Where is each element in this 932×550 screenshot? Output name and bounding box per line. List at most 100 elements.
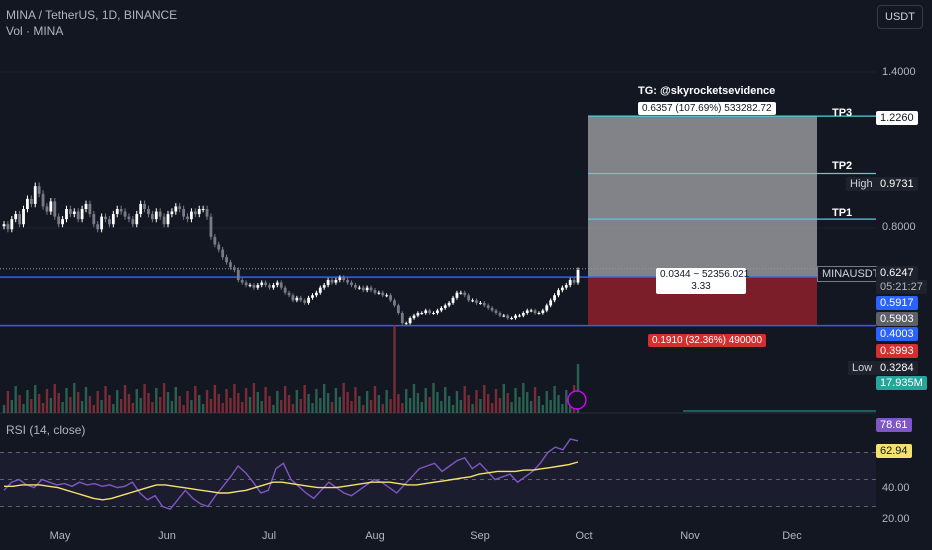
candle bbox=[45, 206, 49, 212]
volume-bar bbox=[272, 405, 275, 413]
candle bbox=[26, 198, 29, 209]
candle bbox=[330, 280, 334, 283]
tp2-label: TP2 bbox=[832, 160, 853, 172]
volume-bar bbox=[311, 403, 314, 413]
volume-bar bbox=[198, 395, 201, 413]
candle bbox=[264, 282, 268, 286]
volume-bar bbox=[467, 395, 470, 413]
candle bbox=[135, 214, 139, 225]
volume-bar bbox=[18, 395, 21, 413]
candles bbox=[2, 182, 587, 410]
candle bbox=[451, 297, 455, 303]
currency-button[interactable]: USDT bbox=[877, 5, 923, 29]
candle bbox=[463, 292, 467, 296]
candle bbox=[467, 295, 471, 301]
candle bbox=[447, 302, 451, 306]
candle bbox=[416, 313, 420, 316]
candle bbox=[486, 305, 490, 308]
volume-bar bbox=[537, 396, 541, 413]
volume-bar bbox=[135, 389, 138, 413]
volume-bar bbox=[217, 394, 220, 413]
time-label: Nov bbox=[680, 530, 700, 542]
candle bbox=[252, 285, 256, 288]
volume-bar bbox=[37, 394, 41, 413]
candle bbox=[459, 292, 463, 294]
volume-tag: 17.935M bbox=[876, 376, 927, 390]
target-zone bbox=[588, 116, 817, 278]
time-label: Dec bbox=[782, 530, 802, 542]
volume-bar bbox=[330, 402, 334, 413]
volume-bar bbox=[57, 393, 60, 413]
candle bbox=[84, 203, 88, 209]
candle bbox=[14, 214, 18, 220]
chart-title: MINA / TetherUS, 1D, BINANCE bbox=[6, 8, 178, 22]
candle bbox=[225, 257, 228, 263]
volume-bar bbox=[498, 398, 502, 413]
candle bbox=[377, 292, 381, 294]
candle bbox=[521, 313, 525, 316]
volume-bar bbox=[404, 389, 408, 413]
candle bbox=[143, 203, 146, 209]
time-label: Aug bbox=[365, 530, 385, 542]
candle bbox=[361, 287, 365, 291]
volume-bar bbox=[510, 402, 513, 413]
candle bbox=[326, 280, 330, 286]
volume-bar bbox=[565, 390, 568, 413]
candle bbox=[100, 216, 104, 230]
candle bbox=[65, 208, 68, 220]
candle bbox=[119, 208, 123, 212]
candle bbox=[166, 214, 170, 225]
volume-bar bbox=[244, 388, 248, 413]
volume-bar bbox=[237, 393, 240, 413]
rsi-value-tag: 78.61 bbox=[876, 418, 912, 432]
flash-icon bbox=[567, 390, 587, 410]
candle bbox=[139, 203, 143, 215]
volume-bar bbox=[41, 403, 45, 413]
volume-bar bbox=[377, 395, 381, 413]
volume-bar bbox=[233, 384, 236, 413]
candle bbox=[287, 292, 291, 296]
volume-bar bbox=[256, 392, 260, 413]
volume-bar bbox=[416, 393, 420, 413]
candle bbox=[256, 285, 260, 288]
gray-price-tag: 0.5903 bbox=[876, 312, 918, 326]
candle bbox=[576, 269, 580, 283]
candle bbox=[80, 208, 84, 220]
center-line2: 3.33 bbox=[691, 281, 711, 292]
center-line1: 0.0344 ~ 52356.021 bbox=[660, 269, 750, 280]
volume-bar bbox=[447, 396, 451, 413]
candle bbox=[150, 214, 154, 220]
volume-bar bbox=[428, 397, 431, 413]
volume-bar bbox=[10, 400, 14, 413]
volume-bar bbox=[373, 386, 377, 413]
volume-label: Vol · MINA bbox=[6, 24, 64, 38]
candle bbox=[61, 219, 64, 225]
candle bbox=[108, 219, 111, 225]
target-box: 0.6357 (107.69%) 533282.72 bbox=[638, 102, 776, 115]
volume-bar bbox=[53, 384, 56, 413]
volume-bar bbox=[287, 395, 291, 413]
volume-bar bbox=[2, 405, 6, 413]
candle bbox=[541, 310, 545, 314]
volume-bar bbox=[303, 385, 306, 413]
volume-bar bbox=[365, 391, 369, 413]
candle bbox=[154, 211, 158, 220]
volume-bar bbox=[553, 386, 556, 413]
volume-bar bbox=[475, 390, 478, 413]
volume-bar bbox=[116, 390, 119, 413]
volume-bar bbox=[76, 392, 80, 413]
volume-bar bbox=[151, 402, 154, 413]
candle bbox=[572, 280, 576, 283]
volume-bar bbox=[280, 400, 283, 413]
candle bbox=[404, 323, 408, 325]
volume-bar bbox=[432, 383, 435, 413]
candle bbox=[557, 290, 560, 296]
candle bbox=[104, 216, 107, 220]
volume-bar bbox=[127, 394, 131, 413]
position-tool bbox=[588, 116, 817, 326]
candle bbox=[283, 287, 287, 293]
candle bbox=[502, 315, 506, 317]
volume-bar bbox=[354, 387, 357, 413]
volume-bar bbox=[73, 383, 76, 413]
